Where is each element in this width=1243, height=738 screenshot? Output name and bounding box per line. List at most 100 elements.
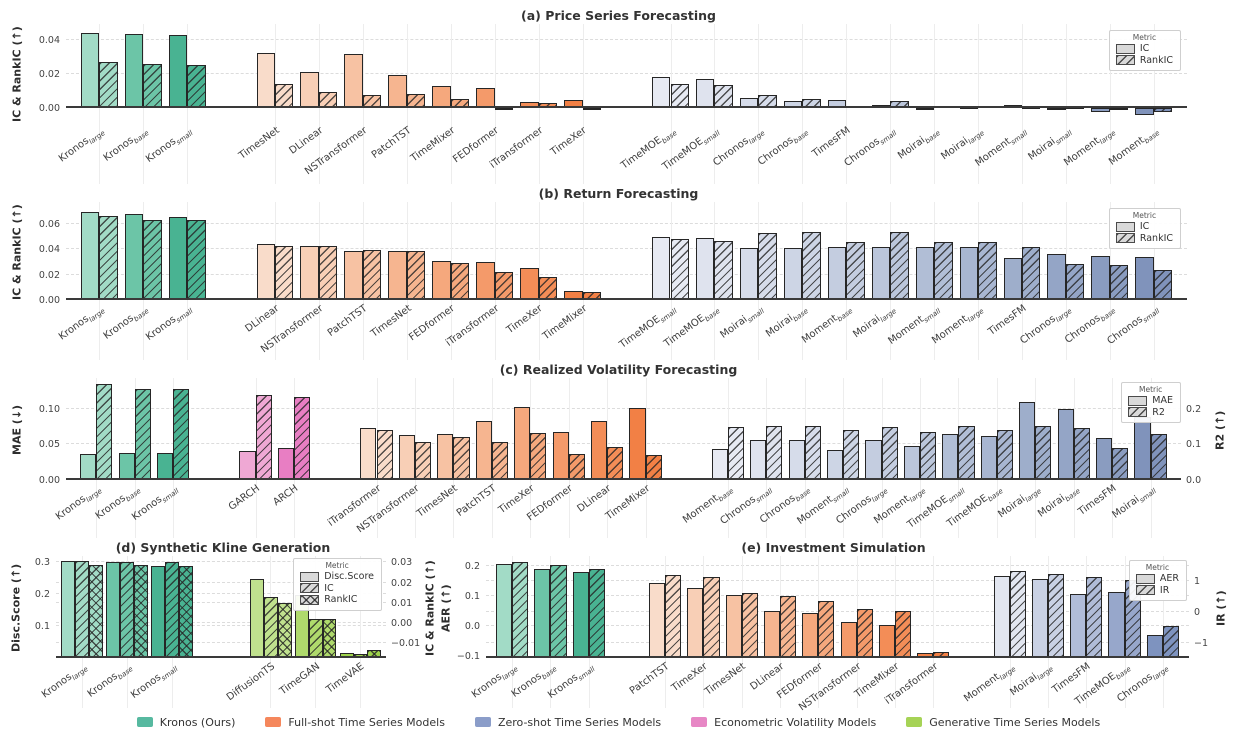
x-label-slot: TimeMOEbase xyxy=(1073,656,1143,708)
model-group xyxy=(473,24,517,122)
bar-ir xyxy=(1009,570,1026,658)
bar-ic xyxy=(80,211,100,300)
bar-rankic xyxy=(133,565,148,658)
bar-r2 xyxy=(804,425,821,480)
model-group xyxy=(824,202,868,300)
bar-ic xyxy=(476,87,495,109)
x-label-slot: FEDformer xyxy=(526,478,587,538)
bar-ir xyxy=(665,574,682,658)
bar-ir xyxy=(856,609,873,658)
category-swatch xyxy=(906,717,923,727)
x-label-slot: iTransformer xyxy=(488,120,561,184)
model-section xyxy=(77,378,192,480)
bar-r2 xyxy=(1112,447,1129,480)
model-group xyxy=(116,378,154,480)
model-group xyxy=(1144,556,1182,658)
gridline xyxy=(56,601,386,603)
panel-realized-volatility-forecasting: (c) Realized Volatility Forecasting MAE (… xyxy=(8,360,1229,538)
y-axis-ticks-right: −0.01 0.00 0.01 0.02 0.03 xyxy=(386,557,422,658)
category-legend-label: Kronos (Ours) xyxy=(159,715,236,729)
model-section xyxy=(493,556,608,658)
bar-ic xyxy=(652,236,671,300)
bar-aer xyxy=(1070,594,1087,658)
bar-rankic xyxy=(670,83,689,109)
y-axis-label-right: IC & RankIC (↑) xyxy=(423,560,437,656)
bar-mae xyxy=(629,408,646,480)
bar-r2 xyxy=(607,446,624,480)
model-group xyxy=(396,378,434,480)
x-label-slot: PatchTST xyxy=(628,656,684,708)
x-label-slot: Kronosbase xyxy=(94,478,154,538)
bar-mae xyxy=(398,435,415,480)
x-label-slot: Moirailarge xyxy=(939,120,1000,184)
bar-r2 xyxy=(414,441,432,480)
x-label-slot: NSTransformer xyxy=(355,478,434,538)
x-label-slot: Kronoslarge xyxy=(57,120,121,184)
metric-legend-entry: IC xyxy=(1115,43,1173,55)
bar-rankic xyxy=(494,272,514,300)
bar-rankic xyxy=(99,216,118,300)
bar-mae xyxy=(827,450,844,480)
x-tick-label: Kronoslarge xyxy=(470,665,520,701)
bar-mae xyxy=(239,450,256,480)
x-label-groups: Kronoslarge Kronosbase Kronossmall PatchTST… xyxy=(470,656,1189,713)
bar-aer xyxy=(840,622,857,658)
bar-rankic xyxy=(758,233,777,300)
bar-rankic xyxy=(670,239,689,300)
x-label-section: TimeMOEsmall TimeMOEbase Moiraismall Moirai… xyxy=(617,298,1176,360)
bar-ic xyxy=(256,53,275,109)
bar-aer xyxy=(534,568,551,658)
model-group xyxy=(747,378,785,480)
model-group xyxy=(121,24,165,122)
gridline xyxy=(66,273,1187,275)
x-tick-label: PatchTST xyxy=(627,661,672,697)
bar-ic xyxy=(1091,108,1110,112)
x-label-slot: Chronosbase xyxy=(1063,298,1132,360)
bar-ir xyxy=(512,562,529,658)
x-axis-line xyxy=(56,656,386,658)
metric-legend-label: Disc.Score xyxy=(324,571,374,582)
x-label-slot: PatchTST xyxy=(370,120,429,184)
metric-legend: Metric AER IR xyxy=(1128,560,1187,601)
y-axis-label-left: IC & RankIC (↑) xyxy=(10,26,24,122)
metric-legend-label: RankIC xyxy=(1139,232,1173,244)
model-group xyxy=(253,24,297,122)
x-label-slot: Chronossmall xyxy=(1106,298,1176,360)
x-label-slot: Momentsmall xyxy=(974,120,1044,184)
y-tick-label: 0.05 xyxy=(38,439,60,451)
y-tick-label-right: 0.1 xyxy=(1186,439,1202,451)
x-label-groups: Kronoslarge Kronosbase Kronossmall TimesNet… xyxy=(57,120,1187,184)
x-label-slot: DLinear xyxy=(288,120,341,184)
bar-ic xyxy=(168,216,188,300)
bar-rankic xyxy=(143,219,162,300)
legend-swatch-diag xyxy=(1115,233,1135,244)
model-group xyxy=(684,556,722,658)
bar-ir xyxy=(1047,574,1064,658)
x-label-slot: Kronosbase xyxy=(102,120,165,184)
x-label-slot: Moiraibase xyxy=(764,298,824,360)
bar-groups xyxy=(486,556,1189,658)
model-group xyxy=(531,556,569,658)
model-group xyxy=(473,202,517,300)
x-label-slot: DLinear xyxy=(749,656,799,708)
x-label-section: GARCH ARCH xyxy=(227,478,313,538)
x-axis-labels: Kronoslarge Kronosbase Kronossmall Diffusio… xyxy=(40,656,386,708)
gridline xyxy=(56,642,386,644)
model-group xyxy=(1067,556,1105,658)
category-legend-item: Zero-shot Time Series Models xyxy=(474,716,661,729)
bar-aer xyxy=(496,563,513,658)
y-tick-label: 0.1 xyxy=(34,621,50,633)
metric-legend-entry: R2 xyxy=(1128,407,1173,419)
plot-area: Metric IC RankIC xyxy=(66,202,1187,300)
bar-mae xyxy=(514,406,531,480)
category-legend-label: Generative Time Series Models xyxy=(929,715,1101,729)
plot-area: Metric MAE R2 xyxy=(66,378,1181,480)
bar-ir xyxy=(703,576,720,658)
model-group xyxy=(104,556,149,658)
plot-area: Metric AER IR xyxy=(486,556,1189,658)
x-label-slot: Moiraismall xyxy=(1111,478,1169,538)
model-group xyxy=(77,202,121,300)
model-group xyxy=(297,24,341,122)
bar-r2 xyxy=(134,389,151,480)
x-label-slot: Kronosbase xyxy=(102,298,165,360)
